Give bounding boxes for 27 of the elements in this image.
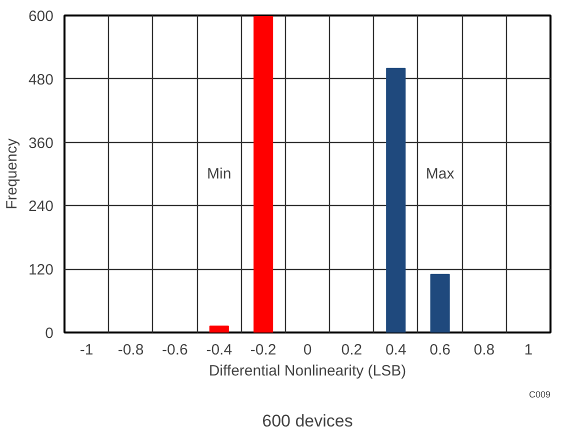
y-tick-label: 480 — [28, 71, 54, 88]
x-tick-label: -0.4 — [206, 342, 232, 358]
text: 600 devices — [262, 412, 353, 430]
x-tick-label: 1 — [524, 342, 533, 358]
series-label: Min — [207, 166, 232, 182]
x-tick-label: -0.2 — [250, 342, 276, 358]
y-tick-label: 0 — [45, 325, 54, 342]
text: C009 — [528, 390, 550, 400]
x-tick-label: 0.8 — [474, 342, 495, 358]
series-label: Max — [426, 166, 455, 182]
y-tick-label: 360 — [28, 134, 54, 152]
x-tick-label: 0 — [303, 342, 312, 358]
x-tick-label: 0.2 — [341, 342, 362, 358]
bar — [430, 274, 450, 332]
y-axis-title: Frequency — [3, 138, 20, 210]
bar — [254, 16, 274, 332]
y-tick-label: 240 — [28, 198, 54, 216]
y-tick-label: 120 — [28, 262, 54, 279]
x-tick-label: -0.8 — [118, 342, 144, 358]
x-tick-label: -1 — [80, 342, 94, 358]
x-axis-title: Differential Nonlinearity (LSB) — [208, 362, 406, 380]
bar — [386, 68, 406, 332]
x-tick-label: 0.4 — [385, 342, 406, 358]
y-tick-label: 600 — [28, 8, 54, 25]
bar — [209, 326, 229, 332]
x-tick-label: -0.6 — [162, 342, 188, 358]
x-tick-label: 0.6 — [430, 342, 450, 358]
